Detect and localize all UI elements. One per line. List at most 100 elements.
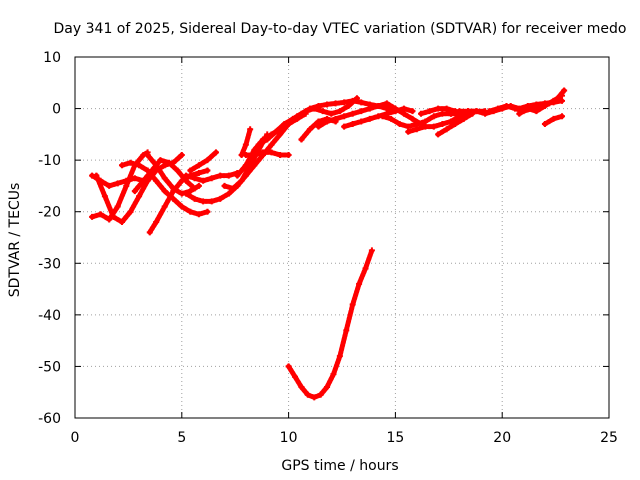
data-point xyxy=(195,182,202,189)
data-point xyxy=(383,105,390,112)
y-tick-label: -40 xyxy=(38,308,61,324)
data-point xyxy=(426,108,433,115)
data-point xyxy=(285,363,292,370)
data-point xyxy=(332,100,339,107)
data-point xyxy=(358,118,365,125)
x-tick-label: 15 xyxy=(386,430,404,446)
data-point xyxy=(405,128,412,135)
data-point xyxy=(277,151,284,158)
data-point xyxy=(349,301,356,308)
data-point xyxy=(110,213,117,220)
data-point xyxy=(264,136,271,143)
data-point xyxy=(324,118,331,125)
data-point xyxy=(550,97,557,104)
data-point xyxy=(541,102,548,109)
data-point xyxy=(306,126,313,133)
data-point xyxy=(400,105,407,112)
data-point xyxy=(304,391,311,398)
data-point xyxy=(89,213,96,220)
data-point xyxy=(127,159,134,166)
data-point xyxy=(114,203,121,210)
data-point xyxy=(456,110,463,117)
data-point xyxy=(315,123,322,130)
data-point xyxy=(251,146,258,153)
data-point xyxy=(123,182,130,189)
data-point xyxy=(516,110,523,117)
data-point xyxy=(204,157,211,164)
y-tick-label: -50 xyxy=(38,359,61,375)
data-point xyxy=(225,190,232,197)
data-point xyxy=(473,108,480,115)
chart-title: Day 341 of 2025, Sidereal Day-to-day VTE… xyxy=(54,21,627,37)
data-point xyxy=(114,180,121,187)
data-point xyxy=(482,110,489,117)
data-point xyxy=(161,175,168,182)
data-point xyxy=(225,172,232,179)
data-point xyxy=(330,371,337,378)
data-point xyxy=(341,113,348,120)
data-point xyxy=(178,151,185,158)
data-point xyxy=(392,108,399,115)
x-tick-label: 0 xyxy=(71,430,80,446)
data-point xyxy=(486,108,493,115)
data-point xyxy=(341,123,348,130)
data-point xyxy=(349,110,356,117)
data-point xyxy=(285,121,292,128)
data-point xyxy=(195,162,202,169)
data-point xyxy=(324,101,331,108)
data-point xyxy=(212,149,219,156)
data-point xyxy=(204,167,211,174)
data-point xyxy=(298,136,305,143)
data-point xyxy=(439,121,446,128)
data-point xyxy=(153,177,160,184)
data-point xyxy=(217,195,224,202)
data-point xyxy=(153,162,160,169)
data-point xyxy=(358,108,365,115)
data-point xyxy=(144,151,151,158)
data-point xyxy=(195,170,202,177)
data-point xyxy=(356,280,363,287)
data-point xyxy=(443,126,450,133)
data-point xyxy=(503,102,510,109)
data-point xyxy=(409,115,416,122)
data-point xyxy=(208,198,215,205)
data-point xyxy=(311,394,318,401)
data-point xyxy=(183,190,190,197)
data-point xyxy=(366,115,373,122)
data-point xyxy=(422,118,429,125)
data-point xyxy=(413,121,420,128)
data-point xyxy=(341,99,348,106)
data-point xyxy=(183,172,190,179)
data-point xyxy=(460,115,467,122)
y-tick-label: -10 xyxy=(38,153,61,169)
x-tick-label: 10 xyxy=(280,430,298,446)
data-point xyxy=(153,219,160,226)
data-point xyxy=(178,203,185,210)
data-point xyxy=(328,110,335,117)
data-point xyxy=(101,193,108,200)
data-point xyxy=(140,177,147,184)
data-point xyxy=(533,108,540,115)
data-point xyxy=(191,195,198,202)
data-point xyxy=(447,110,454,117)
data-point xyxy=(362,265,369,272)
data-point xyxy=(285,151,292,158)
series-arc-10 xyxy=(187,149,219,173)
data-point xyxy=(409,108,416,115)
data-point xyxy=(400,110,407,117)
data-point xyxy=(268,141,275,148)
data-point xyxy=(512,105,519,112)
y-axis-label: SDTVAR / TECUs xyxy=(7,183,23,298)
data-point xyxy=(161,188,168,195)
data-point xyxy=(136,162,143,169)
data-point xyxy=(272,128,279,135)
y-axis-ticks: -60 -50 -40 -30 -20 -10 0 10 xyxy=(38,50,609,427)
data-point xyxy=(336,108,343,115)
data-point xyxy=(302,108,309,115)
data-point xyxy=(191,175,198,182)
data-point xyxy=(187,208,194,215)
data-point xyxy=(435,131,442,138)
data-point xyxy=(315,118,322,125)
data-point xyxy=(524,105,531,112)
